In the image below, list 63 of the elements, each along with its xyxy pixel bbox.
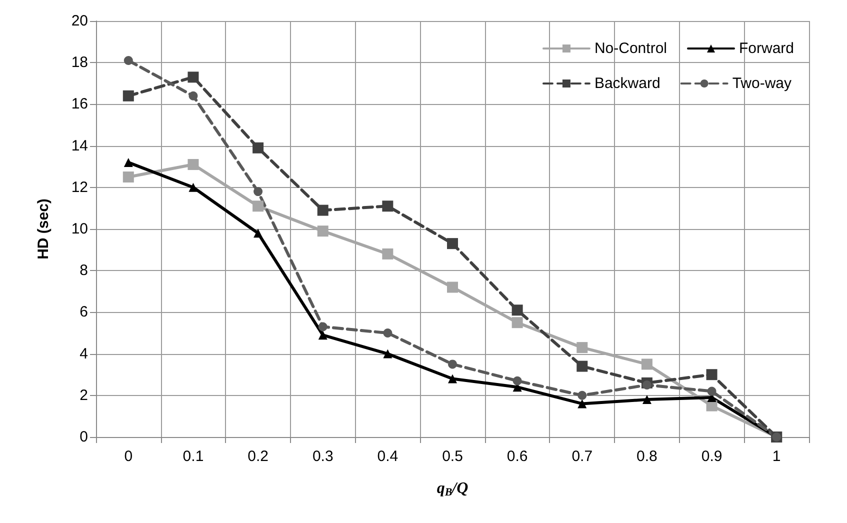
point	[188, 182, 198, 192]
y-axis-title: HD (sec)	[35, 198, 52, 260]
point	[122, 172, 134, 182]
x-tick-label: 0.1	[182, 448, 204, 465]
point	[641, 358, 652, 370]
point	[706, 369, 718, 380]
point	[576, 342, 588, 354]
point	[122, 90, 134, 102]
point	[512, 376, 522, 386]
y-tick-label: 10	[71, 220, 88, 238]
y-tick-label: 4	[80, 345, 88, 362]
legend-label: Two-way	[732, 75, 792, 92]
y-tick-label: 18	[71, 54, 88, 72]
point	[254, 228, 263, 238]
y-tick-label: 0	[80, 428, 88, 446]
y-tick-label: 2	[80, 386, 88, 404]
point	[448, 360, 457, 369]
point	[124, 56, 133, 66]
point	[383, 349, 392, 358]
point	[512, 317, 523, 328]
point	[124, 158, 133, 167]
y-tick-label: 6	[80, 304, 88, 321]
x-tick-label: 0	[124, 448, 133, 465]
x-tick-label: 0.7	[572, 448, 593, 465]
point	[382, 200, 394, 212]
point	[252, 142, 264, 154]
point	[642, 395, 652, 404]
legend-label: Backward	[594, 75, 660, 92]
x-tick-label: 0.4	[377, 448, 398, 465]
x-tick-label: 0.3	[312, 448, 334, 465]
y-tick-label: 8	[80, 262, 88, 280]
point	[318, 322, 328, 332]
point	[188, 91, 198, 100]
x-tick-label: 0.8	[636, 448, 658, 465]
point	[188, 72, 199, 83]
point	[317, 204, 328, 216]
point	[578, 390, 587, 400]
point	[318, 330, 328, 340]
y-tick-label: 12	[71, 178, 88, 196]
legend-label: No-Control	[594, 40, 667, 57]
point	[642, 380, 652, 390]
point	[576, 360, 588, 372]
point	[252, 200, 264, 212]
point	[578, 399, 587, 408]
point	[383, 328, 392, 338]
x-tick-label: 0.9	[701, 448, 722, 465]
point	[188, 159, 199, 170]
x-tick-label: 0.5	[442, 448, 463, 465]
y-tick-label: 16	[71, 96, 88, 113]
point	[512, 304, 523, 316]
point	[447, 238, 458, 250]
point	[707, 386, 716, 396]
point	[382, 248, 394, 260]
point	[447, 282, 458, 293]
point	[317, 226, 328, 237]
x-tick-label: 1	[772, 448, 781, 465]
y-tick-label: 20	[71, 12, 88, 30]
y-tick-label: 14	[71, 137, 88, 154]
x-tick-label: 0.2	[248, 448, 268, 465]
point	[448, 374, 457, 384]
x-tick-label: 0.6	[506, 448, 528, 465]
point	[254, 187, 263, 196]
legend-label: Forward	[738, 40, 794, 57]
